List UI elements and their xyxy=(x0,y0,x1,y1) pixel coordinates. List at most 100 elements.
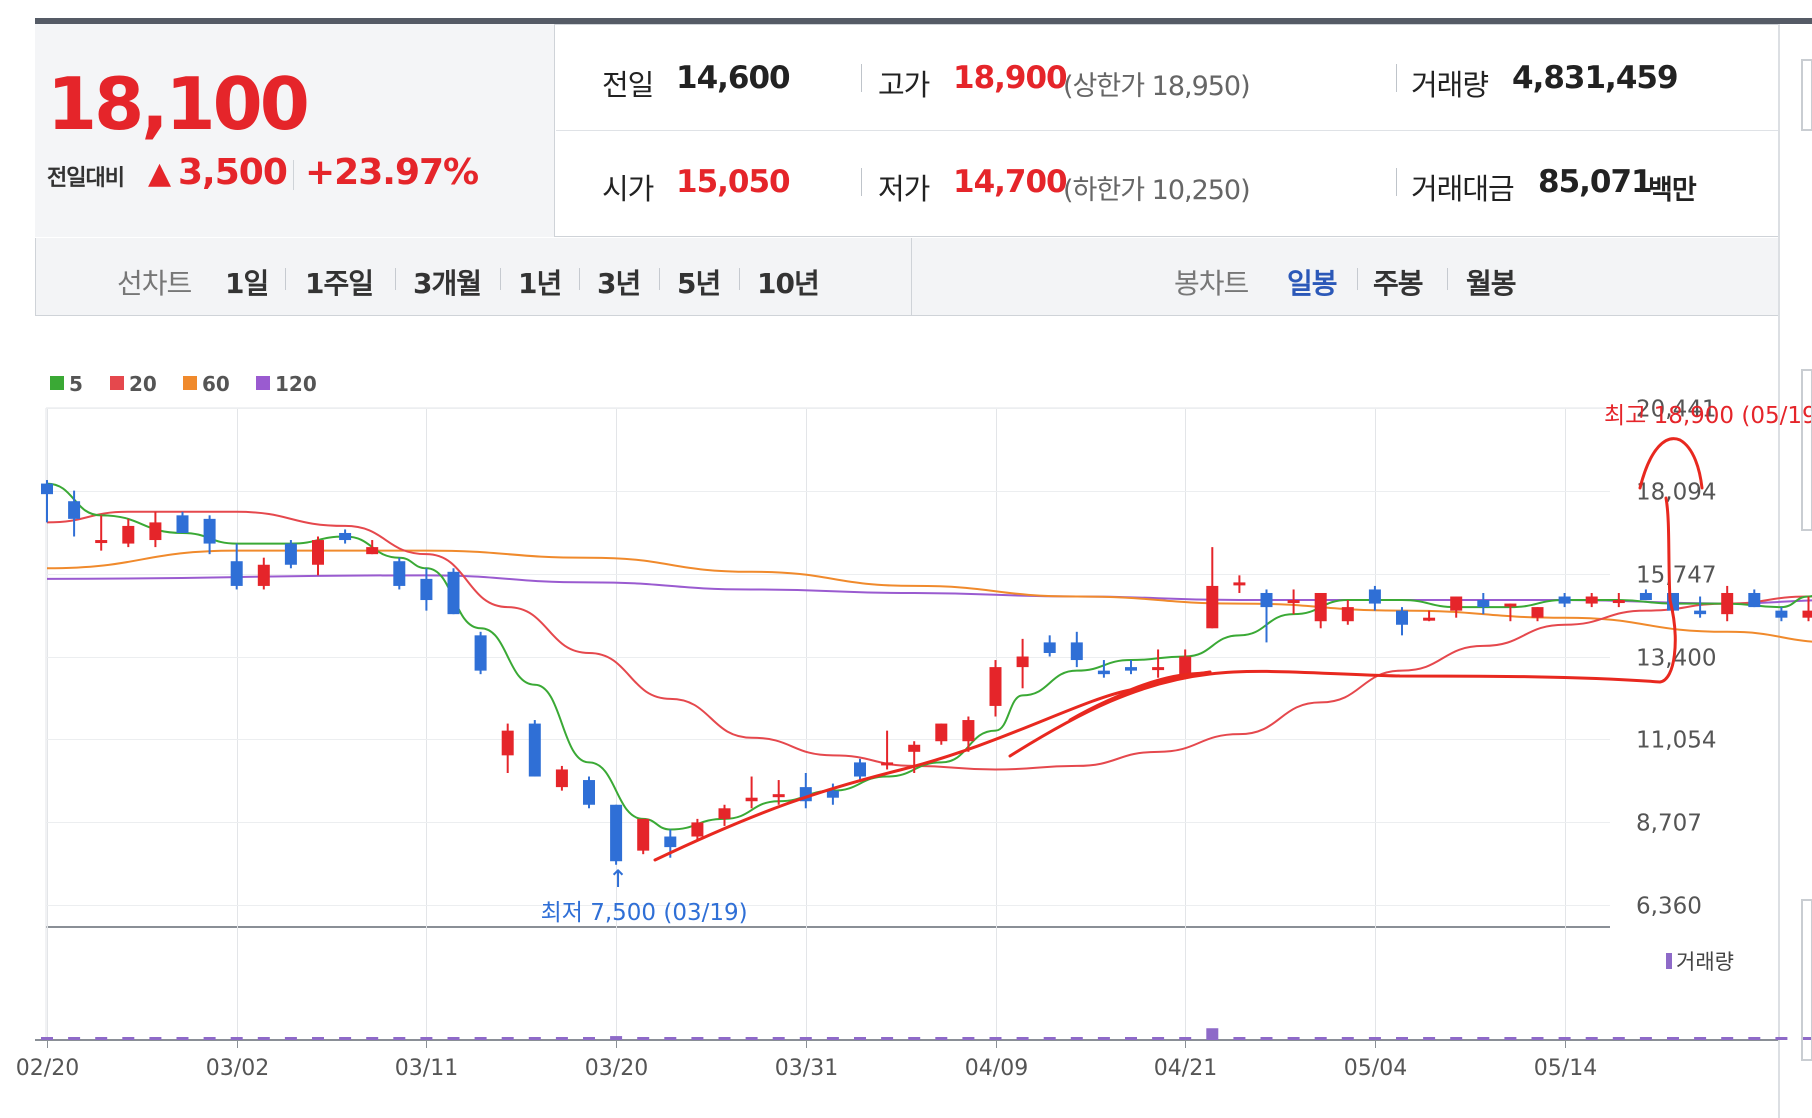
candle-body xyxy=(284,543,297,565)
prev-close-label: 전일 xyxy=(602,68,654,102)
low-label: 저가 xyxy=(878,172,930,206)
volume-bar xyxy=(1016,1037,1029,1040)
candle-body xyxy=(962,720,975,742)
y-tick-label: 8,707 xyxy=(1636,811,1702,837)
divider xyxy=(861,64,862,92)
candle-body xyxy=(230,561,243,586)
volume-bar xyxy=(1585,1037,1598,1040)
divider xyxy=(1396,64,1397,92)
divider xyxy=(285,268,286,290)
x-tick-label: 02/20 xyxy=(16,1056,79,1081)
line-chart-label[interactable]: 선차트 xyxy=(117,267,192,300)
open-label: 시가 xyxy=(602,172,654,206)
legend-label: 5 xyxy=(69,372,83,396)
candle-body xyxy=(1558,596,1571,604)
volume-bar xyxy=(1667,1037,1679,1040)
candle-body xyxy=(1179,656,1192,675)
chart-toolbar xyxy=(35,238,1780,316)
x-axis: 02/20 03/02 03/11 03/20 03/31 04/09 04/21 05/04… xyxy=(16,1040,1597,1081)
candle-weekly[interactable]: 주봉 xyxy=(1373,267,1424,300)
candle-body xyxy=(1396,610,1408,625)
volume-bar xyxy=(1097,1037,1110,1040)
x-tick-label: 03/20 xyxy=(585,1056,648,1081)
candle-body xyxy=(1233,582,1246,586)
candle-daily[interactable]: 일봉 xyxy=(1287,267,1338,300)
volume-value: 4,831,459 xyxy=(1512,60,1679,96)
x-tick-label: 05/14 xyxy=(1534,1056,1597,1081)
x-tick-label: 04/09 xyxy=(965,1056,1028,1081)
period-3y[interactable]: 3년 xyxy=(597,267,641,300)
legend-swatch xyxy=(50,376,64,390)
volume-bar xyxy=(935,1037,948,1040)
volume-bar xyxy=(284,1037,297,1040)
box-stroke xyxy=(1008,496,1677,758)
volume-bar xyxy=(1179,1037,1192,1040)
right-panel-stubs xyxy=(1801,59,1812,1061)
volume-bar xyxy=(122,1037,135,1040)
candle-body xyxy=(1802,610,1812,618)
period-5y[interactable]: 5년 xyxy=(677,267,721,300)
candle-body xyxy=(41,483,53,495)
period-1d[interactable]: 1일 xyxy=(225,267,269,300)
volume-bar xyxy=(881,1037,894,1040)
ma-line-ma20 xyxy=(46,510,1812,771)
volume-bar xyxy=(366,1037,379,1040)
ma-line-ma60 xyxy=(46,549,1812,643)
volume-bar xyxy=(1477,1037,1490,1040)
candle-body xyxy=(1450,596,1463,611)
candle-body xyxy=(583,780,595,805)
candle-body xyxy=(1694,610,1707,615)
volume-bar xyxy=(1368,1037,1381,1040)
volume-bar xyxy=(1070,1037,1083,1040)
candle-chart-label[interactable]: 봉차트 xyxy=(1174,267,1249,300)
volume-legend-label: 거래량 xyxy=(1676,950,1734,974)
divider xyxy=(911,238,912,316)
divider xyxy=(395,268,396,290)
candle-body xyxy=(1477,600,1490,608)
divider xyxy=(1357,268,1358,290)
volume-bar xyxy=(1396,1037,1408,1040)
period-10y[interactable]: 10년 xyxy=(757,267,820,300)
candle-body xyxy=(474,635,487,671)
candle-body xyxy=(1287,600,1300,604)
period-3m[interactable]: 3개월 xyxy=(413,267,482,300)
candle-body xyxy=(1748,592,1761,608)
side-panel-edge xyxy=(1801,899,1812,1061)
volume-bar xyxy=(312,1037,324,1040)
divider xyxy=(293,160,294,190)
candle-body xyxy=(393,561,406,586)
candle-body xyxy=(176,515,189,533)
candle-body xyxy=(718,808,731,819)
trend-stroke xyxy=(653,670,1212,862)
candle-body xyxy=(1314,592,1327,622)
period-1y[interactable]: 1년 xyxy=(518,267,562,300)
volume-bar xyxy=(1558,1037,1571,1040)
prev-close-value: 14,600 xyxy=(676,60,791,96)
change-value: 3,500 xyxy=(178,152,288,193)
candle-body xyxy=(854,762,866,777)
candle-monthly[interactable]: 월봉 xyxy=(1466,267,1517,300)
candle-body xyxy=(95,540,108,544)
period-1w[interactable]: 1주일 xyxy=(305,267,374,300)
up-arrow-icon: ▲ xyxy=(148,156,172,191)
volume-bar xyxy=(583,1037,595,1040)
volume-bar xyxy=(95,1037,108,1040)
candle-body xyxy=(664,836,677,848)
volume-bar xyxy=(393,1037,406,1040)
handdrawn-markup xyxy=(653,437,1704,862)
volume-bar xyxy=(68,1037,81,1040)
x-tick-label: 03/11 xyxy=(395,1056,458,1081)
volume-bar xyxy=(1341,1037,1354,1040)
candle-body xyxy=(908,744,921,752)
candle-body xyxy=(1775,610,1788,618)
candle-body xyxy=(1341,607,1354,622)
candle-body xyxy=(1206,585,1219,629)
candle-body xyxy=(122,525,135,544)
legend-swatch xyxy=(183,376,197,390)
y-tick-label: 20,441 xyxy=(1636,397,1716,423)
candle-body xyxy=(745,797,758,802)
divider xyxy=(861,168,862,196)
open-value: 15,050 xyxy=(676,164,791,200)
x-tick-label: 03/02 xyxy=(206,1056,269,1081)
row-divider xyxy=(556,130,1780,131)
